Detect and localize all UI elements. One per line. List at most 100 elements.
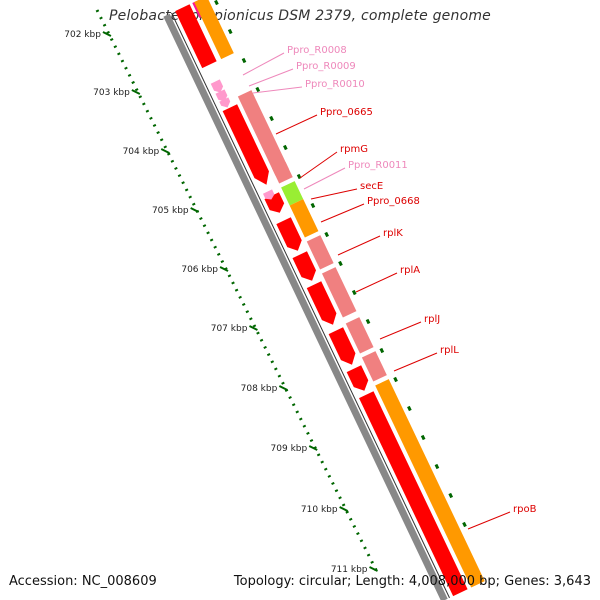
feature-label: rplA — [400, 265, 420, 276]
ruler-dotted-line — [95, 9, 380, 575]
track-tick — [434, 463, 440, 470]
genome-backbone — [163, 13, 448, 600]
ruler-tick — [160, 148, 170, 154]
track-tick — [351, 289, 357, 296]
leader-line — [355, 272, 398, 293]
track-tick — [269, 115, 274, 122]
ruler-mark: 705 kbp — [152, 206, 200, 216]
ruler-tick — [308, 445, 318, 451]
track-tick — [214, 0, 219, 6]
feature-label: Ppro_R0011 — [348, 160, 408, 171]
feature-label-group: rplJ — [379, 314, 440, 340]
ruler-tick — [369, 566, 378, 572]
track-tick — [255, 86, 261, 93]
leader-line — [299, 151, 338, 179]
feature-label: rplL — [440, 345, 459, 356]
feature-label-group: Ppro_R0010 — [252, 79, 365, 94]
ruler-mark: 711 kbp — [331, 565, 378, 575]
ruler-tick — [131, 89, 141, 95]
leader-line — [393, 352, 438, 372]
ruler-label: 703 kbp — [93, 88, 130, 98]
backbone-edge — [171, 12, 450, 599]
ruler-label: 707 kbp — [211, 324, 248, 334]
cds-block — [345, 317, 374, 354]
track-tick — [296, 173, 302, 180]
feature-label-group: Ppro_R0011 — [303, 160, 408, 190]
leader-line — [242, 52, 285, 76]
ruler-label: 711 kbp — [331, 565, 368, 575]
feature-label-group: Ppro_R0009 — [248, 61, 356, 87]
feature-label-group: rpoB — [467, 504, 537, 530]
accession-text: Accession: NC_008609 — [9, 574, 157, 589]
cds-arrow — [306, 281, 337, 325]
ruler-mark: 706 kbp — [181, 265, 229, 275]
feature-label: secE — [360, 181, 383, 192]
ruler-label: 705 kbp — [152, 206, 189, 216]
cds-arrow — [292, 251, 316, 281]
cds-block — [272, 162, 293, 184]
track-tick — [407, 405, 412, 412]
feature-label-group: rpmG — [299, 144, 368, 179]
leader-line — [337, 235, 381, 256]
ruler-tick — [248, 325, 258, 331]
ruler-mark: 703 kbp — [93, 88, 141, 98]
feature-label-group: Ppro_R0008 — [242, 45, 347, 76]
cds-block — [306, 235, 334, 270]
ruler-tick — [278, 385, 288, 391]
ruler-tick — [102, 31, 112, 37]
feature-label-group: Ppro_0665 — [275, 107, 373, 135]
ruler-label: 702 kbp — [64, 30, 101, 40]
trna-arrow — [210, 79, 224, 93]
feature-label: rpmG — [340, 144, 368, 155]
feature-label-group: rplL — [393, 345, 459, 372]
ruler-label: 706 kbp — [181, 265, 218, 275]
trna-arrow — [215, 89, 228, 102]
leader-line — [320, 203, 365, 223]
feature-label: Ppro_R0010 — [305, 79, 365, 90]
cds-block — [237, 90, 289, 176]
track-tick — [241, 57, 247, 64]
leader-line — [379, 321, 422, 340]
genome-summary-text: Topology: circular; Length: 4,008,000 bp… — [233, 574, 591, 589]
ruler-mark: 704 kbp — [123, 147, 170, 157]
track-tick — [338, 260, 343, 267]
ruler-label: 708 kbp — [241, 384, 278, 394]
cds-arrow — [346, 365, 369, 391]
cds-arrow — [328, 327, 356, 365]
secE-block — [281, 181, 304, 206]
feature-label-group: secE — [310, 181, 383, 200]
cds-block — [361, 351, 387, 382]
cds-block — [175, 4, 217, 69]
feature-label: Ppro_0665 — [320, 107, 373, 118]
feature-label-group: rplK — [337, 228, 403, 256]
ruler-mark: 710 kbp — [301, 505, 349, 515]
ruler-tick — [339, 506, 349, 512]
leader-line — [303, 167, 346, 190]
ruler-tick — [219, 266, 229, 272]
feature-label: rplJ — [424, 314, 440, 325]
cds-block — [359, 391, 468, 597]
track-tick — [393, 376, 398, 383]
leader-line — [248, 68, 294, 87]
ruler-label: 704 kbp — [123, 147, 160, 157]
cds-block — [321, 267, 357, 318]
leader-line — [310, 188, 358, 200]
track-tick — [379, 347, 385, 354]
cds-arrow — [276, 217, 302, 251]
ruler-mark: 709 kbp — [271, 444, 318, 454]
feature-label: Ppro_0668 — [367, 196, 420, 207]
track-tick — [283, 144, 288, 151]
track-tick — [420, 434, 426, 441]
ruler-mark: 708 kbp — [241, 384, 288, 394]
rrna-block — [289, 199, 319, 238]
rrna-block — [194, 0, 234, 60]
trna-arrow — [219, 97, 231, 108]
leader-line — [252, 86, 303, 94]
leader-line — [275, 114, 318, 135]
cds-arrow — [222, 104, 269, 185]
ruler-tick — [190, 207, 200, 213]
track-tick — [310, 202, 316, 209]
ruler-mark: 702 kbp — [64, 30, 112, 40]
rrna-block — [375, 379, 485, 588]
